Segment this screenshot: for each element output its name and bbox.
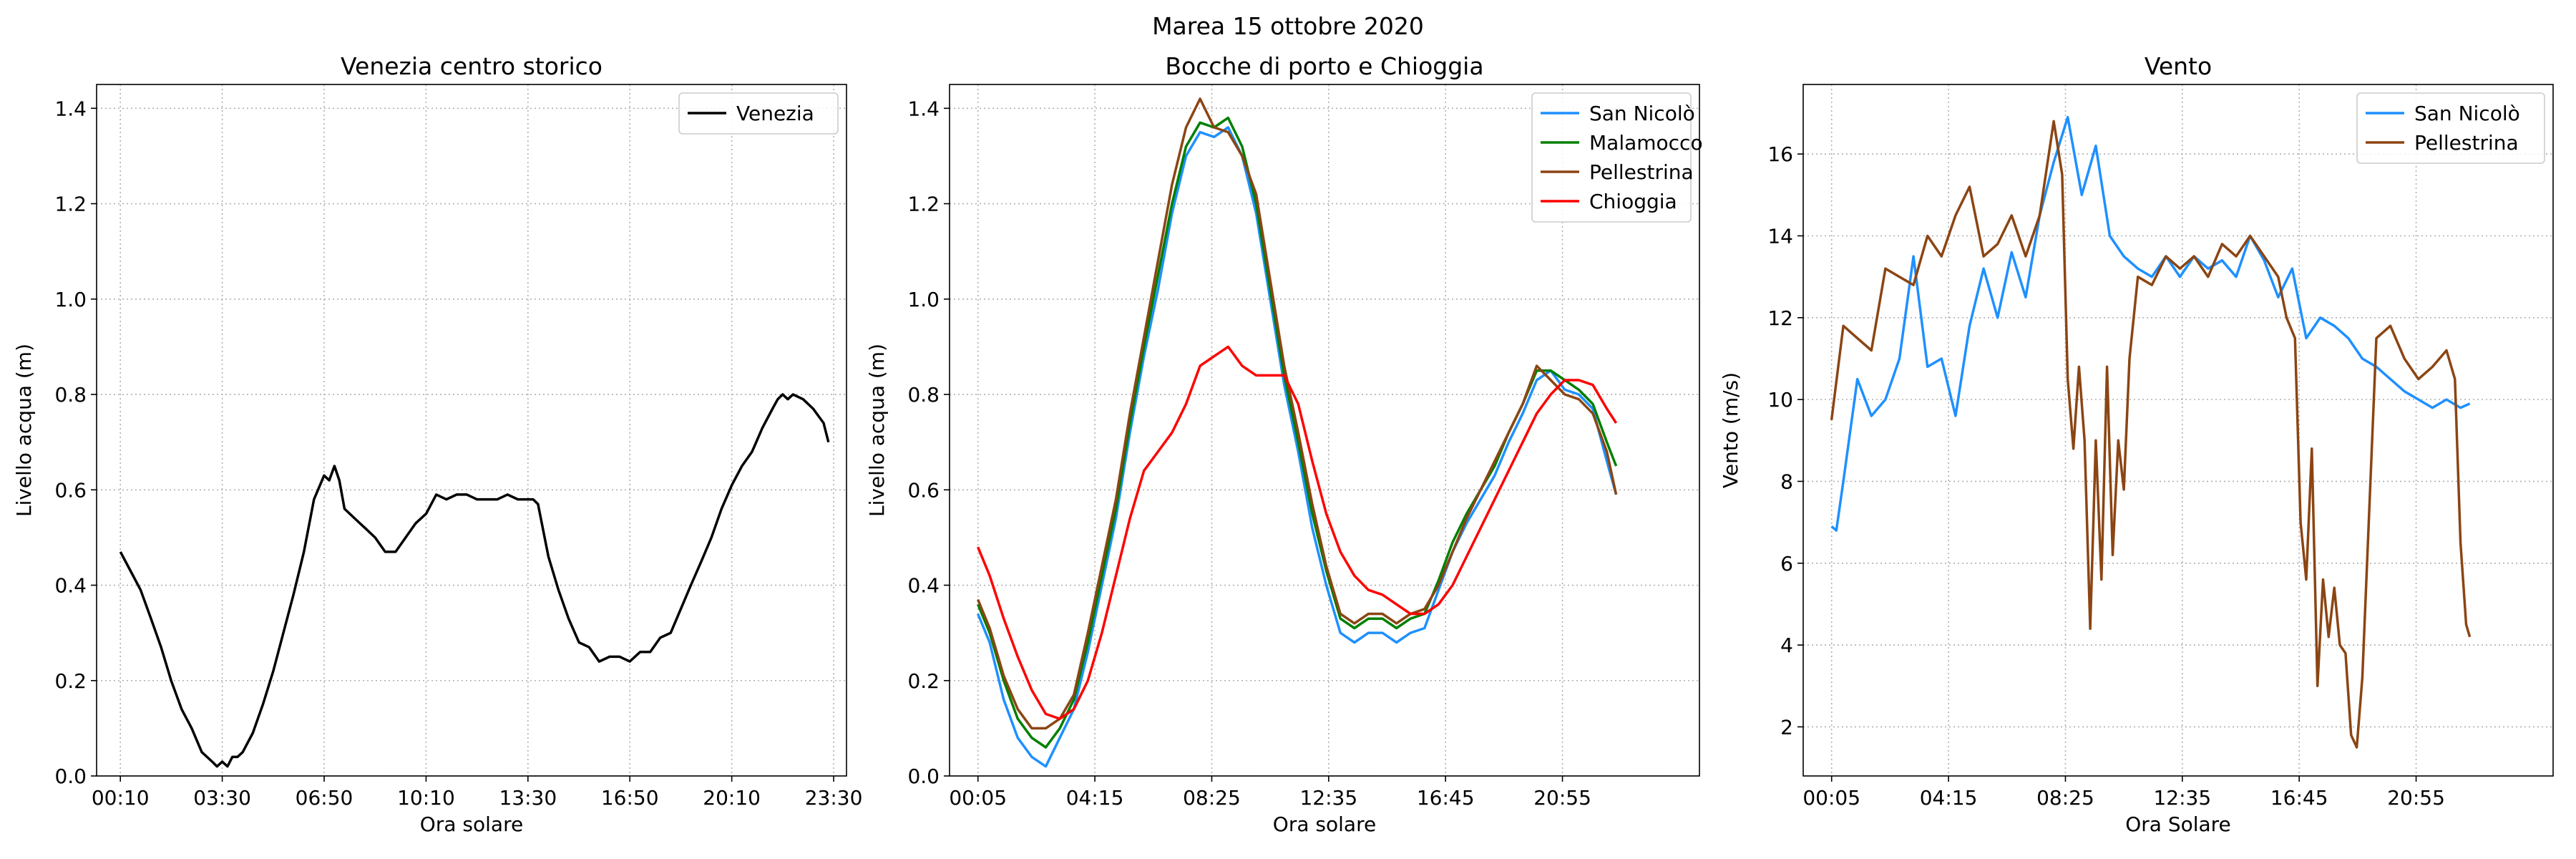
- y-tick-label: 14: [1767, 224, 1793, 248]
- x-axis-label: Ora Solare: [2125, 812, 2231, 836]
- series-layer: [976, 97, 1618, 768]
- y-axis-label: Vento (m/s): [1719, 372, 1742, 488]
- x-tick-label: 08:25: [2036, 786, 2094, 810]
- y-tick-label: 1.4: [907, 97, 940, 120]
- series-layer: [119, 393, 830, 768]
- x-tick-label: 00:10: [92, 786, 150, 810]
- x-tick-label: 12:35: [1299, 786, 1357, 810]
- grid: [1803, 84, 2553, 776]
- y-axis-label: Livello acqua (m): [865, 344, 889, 517]
- panel-title: Bocche di porto e Chioggia: [1165, 52, 1483, 80]
- legend: Venezia: [678, 92, 839, 135]
- legend-label: San Nicolò: [2414, 102, 2520, 125]
- ticks: 00:05 04:15 08:25 12:35 16:45 20:55 0.0 0.2 0.4 0…: [907, 97, 1591, 810]
- axes-frame: [96, 84, 847, 777]
- y-tick-label: 0.2: [907, 669, 940, 693]
- x-tick-label: 04:15: [1920, 786, 1978, 810]
- y-tick-label: 0.0: [907, 765, 940, 788]
- legend-label: Pellestrina: [1589, 160, 1694, 184]
- panel-venezia-centro-storico: 00:10 03:30 06:50 10:10 13:30 16:50 20:10 23:30…: [12, 52, 862, 836]
- x-axis-label: Ora solare: [1273, 812, 1376, 836]
- y-tick-label: 16: [1767, 142, 1793, 166]
- x-tick-label: 20:10: [703, 786, 761, 810]
- x-tick-label: 03:30: [193, 786, 251, 810]
- x-tick-label: 16:45: [2270, 786, 2328, 810]
- legend-label: San Nicolò: [1589, 102, 1695, 125]
- figure-title: Marea 15 ottobre 2020: [1152, 12, 1424, 40]
- x-tick-label: 13:30: [499, 786, 557, 810]
- y-tick-label: 6: [1780, 552, 1793, 576]
- panel-title: Venezia centro storico: [341, 52, 602, 80]
- legend-label: Malamocco: [1589, 131, 1703, 155]
- y-tick-label: 0.8: [54, 383, 87, 407]
- y-tick-label: 0.6: [54, 478, 87, 502]
- x-tick-label: 20:55: [2387, 786, 2445, 810]
- series-layer: [1830, 115, 2472, 749]
- y-tick-label: 1.0: [907, 288, 940, 311]
- ticks: 00:05 04:15 08:25 12:35 16:45 20:55 2 4 6 8 10 12 14…: [1767, 142, 2445, 810]
- series-line-pellestrina: [976, 97, 1618, 730]
- x-tick-label: 16:50: [601, 786, 659, 810]
- y-tick-label: 8: [1780, 470, 1793, 493]
- legend-label: Venezia: [736, 102, 814, 125]
- y-tick-label: 12: [1767, 306, 1793, 330]
- y-tick-label: 0.2: [54, 669, 87, 693]
- y-tick-label: 4: [1780, 634, 1793, 657]
- legend-box: [2356, 92, 2545, 164]
- x-tick-label: 16:45: [1417, 786, 1475, 810]
- legend: San Nicolò Pellestrina: [2356, 92, 2545, 164]
- y-axis-label: Livello acqua (m): [12, 344, 36, 517]
- x-tick-label: 00:05: [949, 786, 1007, 810]
- x-tick-label: 08:25: [1183, 786, 1241, 810]
- x-tick-label: 12:35: [2153, 786, 2211, 810]
- y-tick-label: 0.0: [54, 765, 87, 788]
- legend-box: [1531, 92, 1692, 223]
- x-tick-label: 20:55: [1533, 786, 1591, 810]
- panel-vento: 00:05 04:15 08:25 12:35 16:45 20:55 2 4 6 8 10 12 14…: [1719, 52, 2554, 836]
- legend-box: [678, 92, 839, 135]
- x-tick-label: 23:30: [805, 786, 863, 810]
- y-tick-label: 1.2: [907, 193, 940, 216]
- ticks: 00:10 03:30 06:50 10:10 13:30 16:50 20:10 23:30…: [54, 97, 862, 810]
- y-tick-label: 2: [1780, 715, 1793, 739]
- x-tick-label: 00:05: [1802, 786, 1860, 810]
- panel-bocche-di-porto: 00:05 04:15 08:25 12:35 16:45 20:55 0.0 0.2 0.4 0…: [865, 52, 1703, 836]
- y-tick-label: 0.4: [907, 574, 940, 598]
- y-tick-label: 0.6: [907, 478, 940, 502]
- panel-title: Vento: [2145, 52, 2212, 80]
- legend: San Nicolò Malamocco Pellestrina Chioggia: [1531, 92, 1703, 223]
- series-line-san-nicolo: [1830, 115, 2471, 532]
- y-tick-label: 1.4: [54, 97, 87, 120]
- y-tick-label: 1.2: [54, 193, 87, 216]
- axes-frame: [1802, 84, 2554, 777]
- x-tick-label: 06:50: [296, 786, 353, 810]
- y-tick-label: 1.0: [54, 288, 87, 311]
- series-line-chioggia: [976, 345, 1618, 720]
- legend-label: Chioggia: [1589, 190, 1677, 213]
- series-line-venezia: [119, 393, 830, 768]
- legend-label: Pellestrina: [2414, 131, 2519, 155]
- x-tick-label: 04:15: [1066, 786, 1124, 810]
- y-tick-label: 0.8: [907, 383, 940, 407]
- x-tick-label: 10:10: [397, 786, 455, 810]
- series-line-pellestrina: [1830, 120, 2472, 749]
- y-tick-label: 0.4: [54, 574, 87, 598]
- axes-frame: [949, 84, 1700, 777]
- y-tick-label: 10: [1767, 388, 1793, 412]
- x-axis-label: Ora solare: [420, 812, 523, 836]
- series-line-san-nicolo: [976, 126, 1618, 768]
